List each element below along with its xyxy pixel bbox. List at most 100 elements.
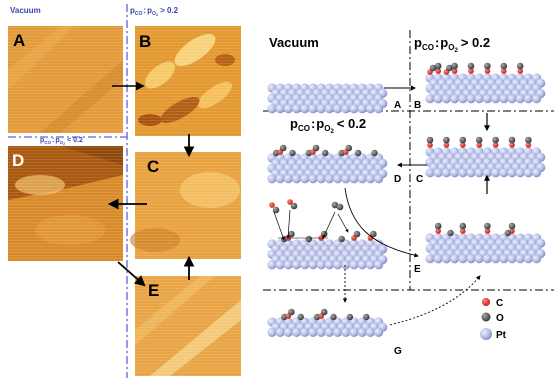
model-label-e: E — [414, 264, 421, 275]
pt-atom — [292, 327, 302, 337]
pt-atom — [341, 327, 351, 337]
legend-oxygen-swatch — [481, 312, 491, 322]
pt-atom — [316, 174, 326, 184]
oxygen-atom — [363, 313, 370, 321]
carbon-atom — [509, 142, 515, 148]
pt-atom — [466, 94, 476, 104]
pt-atom — [365, 260, 375, 270]
pt-atom — [292, 260, 302, 270]
right-ratio-high-label: pCO:pO2> 0.2 — [414, 35, 490, 54]
pt-atom — [482, 94, 492, 104]
pt-atom — [333, 174, 343, 184]
oxygen-atom — [459, 222, 467, 230]
model-slab-a — [267, 83, 388, 114]
legend-oxygen-label: O — [496, 313, 504, 324]
image-label-a: A — [13, 31, 25, 50]
pt-atom — [458, 94, 468, 104]
stm-image-a — [8, 26, 123, 133]
pt-atom — [425, 254, 435, 264]
pt-atom — [316, 260, 326, 270]
pt-atom — [374, 174, 384, 184]
stm-image-d — [8, 146, 123, 261]
oxygen-atom — [446, 64, 453, 72]
pt-atom — [515, 94, 525, 104]
right-ratio-low-label: pCO:pO2< 0.2 — [290, 116, 366, 135]
legend-carbon-label: C — [496, 298, 503, 309]
pt-atom — [267, 260, 277, 270]
oxygen-atom — [288, 308, 295, 316]
image-label-c: C — [147, 157, 159, 176]
carbon-atom — [443, 142, 450, 148]
oxygen-atom — [447, 229, 454, 237]
right-vacuum-label: Vacuum — [269, 35, 319, 50]
oxygen-atom — [467, 62, 475, 70]
carbon-atom — [435, 228, 442, 234]
oxygen-atom — [525, 136, 532, 144]
oxygen-atom — [331, 201, 339, 209]
oxygen-atom — [500, 62, 508, 70]
oxygen-atom — [484, 62, 491, 70]
pt-atom — [316, 327, 326, 337]
adsorption-arrow-3 — [322, 211, 336, 239]
pt-atom — [499, 254, 509, 264]
oxygen-atom — [459, 136, 467, 144]
oxygen-atom — [508, 222, 516, 230]
carbon-atom — [269, 202, 275, 208]
pt-atom — [450, 254, 460, 264]
pt-atom — [433, 168, 443, 178]
stm-image-e — [135, 276, 241, 376]
pt-atom — [324, 104, 334, 114]
pt-atom — [300, 174, 310, 184]
model-slab-d — [267, 144, 388, 184]
carbon-atom — [501, 68, 507, 74]
pt-atom — [357, 260, 367, 270]
pt-atom — [275, 174, 285, 184]
pt-atom — [425, 168, 435, 178]
pt-atom — [441, 168, 451, 178]
pt-atom — [333, 104, 343, 114]
oxygen-atom — [320, 230, 328, 238]
pt-atom — [499, 168, 509, 178]
oxygen-atom — [289, 149, 296, 157]
adsorption-arrow-4 — [337, 213, 349, 233]
carbon-atom — [484, 68, 491, 74]
oxygen-atom — [508, 136, 516, 144]
oxygen-atom — [354, 149, 362, 157]
oxygen-atom — [475, 136, 483, 144]
oxygen-atom — [312, 144, 320, 152]
model-arrow-g-to-e — [389, 275, 481, 326]
oxygen-atom — [434, 62, 442, 70]
pt-atom — [532, 94, 542, 104]
pt-atom — [292, 174, 302, 184]
pt-atom — [523, 94, 534, 104]
left-vacuum-label: Vacuum — [10, 6, 41, 15]
oxygen-atom — [297, 313, 304, 321]
pt-atom — [365, 174, 375, 184]
pt-atom — [283, 104, 293, 114]
pt-atom — [374, 104, 384, 114]
model-slab-mixed — [267, 199, 388, 270]
pt-atom — [515, 254, 525, 264]
carbon-atom — [476, 142, 483, 148]
pt-atom — [532, 168, 542, 178]
pt-atom — [523, 254, 534, 264]
oxygen-atom — [272, 206, 280, 214]
pt-atom — [349, 260, 359, 270]
oxygen-atom — [330, 313, 337, 321]
oxygen-atom — [290, 202, 298, 210]
stm-image-b — [135, 26, 241, 136]
pt-atom — [491, 94, 501, 104]
pt-atom — [275, 327, 285, 337]
pt-atom — [349, 327, 359, 337]
oxygen-atom — [322, 149, 329, 157]
pt-atom — [507, 94, 517, 104]
pt-atom — [507, 168, 517, 178]
pt-atom — [474, 168, 484, 178]
pt-atom — [341, 174, 351, 184]
image-label-d: D — [12, 151, 24, 170]
pt-atom — [275, 260, 285, 270]
pt-atom — [267, 327, 277, 337]
pt-atom — [374, 260, 384, 270]
carbon-atom — [517, 68, 523, 74]
